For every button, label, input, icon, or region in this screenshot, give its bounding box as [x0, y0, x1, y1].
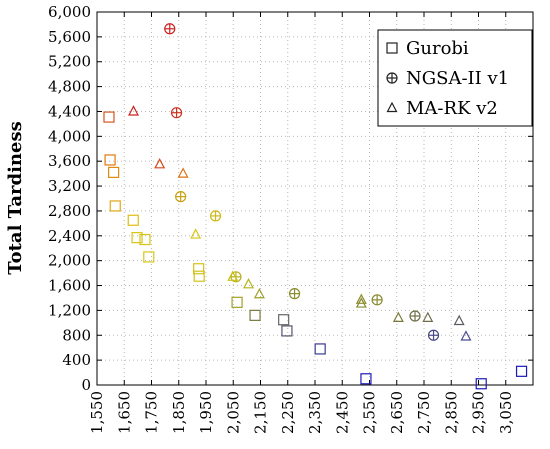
series-3: [128, 105, 472, 341]
y-tick-label: 5,200: [48, 53, 91, 71]
triangle-point: [177, 167, 189, 178]
circle-plus-point: [164, 23, 176, 35]
grid: [97, 12, 533, 385]
legend-label: Gurobi: [406, 38, 469, 59]
y-tick-label: 400: [62, 351, 91, 369]
y-tick-label: 1,600: [48, 277, 91, 295]
square-point: [104, 154, 116, 166]
x-tick-label: 2,350: [306, 391, 324, 434]
y-tick-label: 5,600: [48, 28, 91, 46]
triangle-point: [190, 228, 202, 239]
circle-plus-point: [209, 210, 222, 222]
axis-ticks: 0 400 800 1,200 1,600 2,000 2,400 2,800 3,200 3,6…: [48, 3, 533, 434]
triangle-point: [453, 314, 465, 326]
x-tick-label: 1,950: [197, 391, 215, 434]
x-tick-label: 1,550: [88, 391, 106, 434]
legend-box: [377, 29, 533, 127]
square-point: [314, 343, 326, 355]
circle-plus-point: [288, 288, 301, 300]
triangle-point: [355, 293, 367, 304]
triangle-point: [154, 158, 166, 169]
legend-entry: Gurobi: [386, 38, 469, 59]
legend-entry: NGSA-II v1: [386, 68, 509, 89]
triangle-point: [460, 330, 472, 341]
square-point: [131, 232, 143, 244]
y-tick-label: 3,600: [48, 152, 91, 170]
triangle-point: [243, 278, 255, 289]
triangle-point: [128, 105, 140, 116]
square-point: [139, 233, 151, 246]
x-tick-label: 2,250: [279, 391, 297, 434]
square-point: [109, 200, 121, 212]
triangle-point: [227, 270, 239, 281]
y-tick-label: 6,000: [48, 3, 91, 21]
legend-square-icon: [386, 42, 398, 54]
y-tick-label: 2,400: [48, 227, 91, 245]
y-tick-label: 800: [62, 326, 91, 344]
square-point: [281, 325, 293, 337]
triangle-point: [422, 311, 434, 322]
square-point: [103, 111, 115, 123]
legend-triangle-icon: [386, 101, 398, 113]
triangle-point: [355, 297, 367, 308]
y-tick-label: 4,000: [48, 127, 91, 145]
series-1: [103, 111, 528, 390]
x-tick-label: 2,550: [361, 391, 379, 434]
x-tick-label: 1,850: [170, 391, 188, 434]
square-point: [231, 296, 243, 308]
square-point: [475, 378, 487, 390]
square-point: [193, 270, 205, 282]
square-point: [360, 373, 372, 385]
circle-plus-point: [409, 310, 421, 322]
y-tick-label: 2,000: [48, 252, 91, 270]
square-point: [249, 309, 261, 321]
legend-label: NGSA-II v1: [406, 68, 509, 89]
circle-plus-point: [427, 329, 440, 341]
x-tick-label: 1,750: [143, 391, 161, 434]
legend-entry: MA-RK v2: [386, 98, 498, 119]
x-tick-label: 2,150: [252, 391, 270, 434]
y-tick-label: 0: [81, 376, 91, 394]
x-tick-label: 2,850: [442, 391, 460, 434]
data-points: [103, 23, 528, 390]
square-point: [127, 214, 139, 226]
y-tick-label: 4,800: [48, 78, 91, 96]
triangle-point: [392, 311, 404, 322]
circle-plus-point: [170, 107, 183, 119]
square-point: [278, 314, 290, 326]
x-tick-label: 3,050: [497, 391, 515, 434]
series-2: [164, 23, 440, 341]
x-tick-label: 2,450: [333, 391, 351, 434]
x-tick-label: 1,650: [115, 391, 133, 434]
x-tick-label: 2,050: [224, 391, 242, 434]
legend: Gurobi NGSA-II v1 MA-RK v2: [377, 29, 533, 127]
square-point: [108, 166, 120, 178]
square-point: [143, 251, 155, 263]
circle-plus-point: [371, 294, 383, 306]
y-tick-label: 2,800: [48, 202, 91, 220]
y-tick-label: 4,400: [48, 102, 91, 120]
triangle-point: [253, 287, 265, 299]
y-axis-title: Total Tardiness: [5, 121, 26, 274]
y-tick-label: 3,200: [48, 177, 91, 195]
legend-circle-plus-icon: [386, 72, 398, 84]
y-tick-label: 1,200: [48, 301, 91, 319]
square-point: [515, 365, 528, 377]
x-tick-label: 2,650: [388, 391, 406, 434]
legend-label: MA-RK v2: [406, 98, 498, 119]
square-point: [193, 263, 205, 275]
x-tick-label: 2,950: [470, 391, 488, 434]
x-tick-label: 2,750: [415, 391, 433, 434]
circle-plus-point: [175, 191, 187, 203]
